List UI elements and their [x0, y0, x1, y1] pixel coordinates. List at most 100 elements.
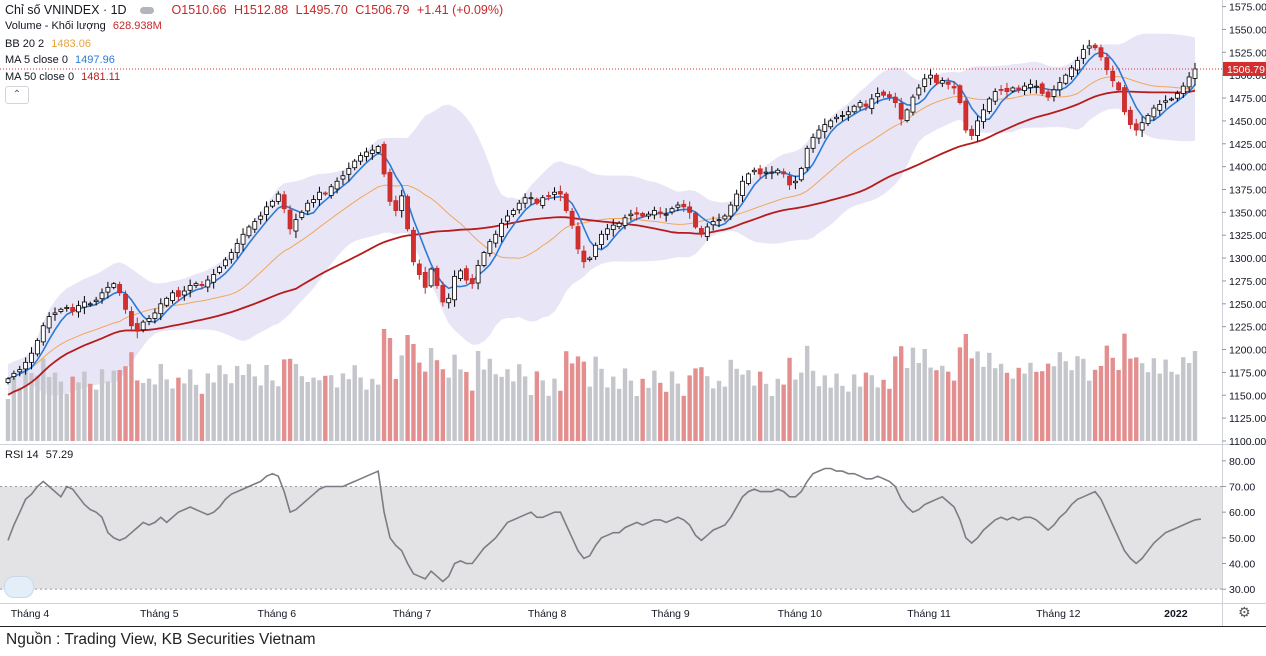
candle-body [117, 284, 123, 294]
volume-bar [1192, 350, 1198, 441]
candle-body [563, 193, 569, 211]
rsi-axis-label: 80.00 [1229, 456, 1255, 468]
gear-icon[interactable]: ⚙ [1238, 604, 1251, 620]
volume-bar [851, 374, 857, 441]
price-axis-label: 1100.00 [1229, 436, 1266, 448]
candle-body [387, 172, 393, 202]
candle-body [5, 378, 11, 383]
time-axis-label: 2022 [1164, 608, 1188, 620]
candle-body [1127, 109, 1133, 125]
volume-bar [522, 376, 528, 441]
candle-body [105, 286, 111, 293]
candle-body [246, 226, 252, 237]
legend-open: O1510.66 [171, 3, 227, 17]
candle-body [863, 103, 869, 107]
volume-bar [252, 376, 258, 441]
volume-bar [1051, 366, 1057, 441]
volume-bar [804, 345, 810, 441]
candle-body [205, 279, 211, 288]
candle-body [510, 210, 516, 215]
candle-body [604, 228, 610, 235]
volume-bar [29, 373, 34, 441]
candle-body [158, 303, 164, 315]
volume-bar [1122, 333, 1127, 441]
candle-body [828, 120, 834, 128]
candle-body [646, 213, 651, 217]
volume-bar [699, 367, 704, 441]
volume-bar [417, 362, 422, 441]
candle-body [528, 197, 534, 200]
volume-bar [387, 338, 393, 441]
rsi-band [0, 486, 1222, 590]
candle-body [293, 219, 299, 232]
volume-bar [669, 371, 675, 441]
volume-bar [464, 372, 469, 441]
volume-bar [52, 372, 58, 441]
volume-bar [323, 375, 328, 441]
volume-bar [517, 364, 522, 441]
candle-body [640, 213, 646, 217]
eye-icon[interactable] [140, 7, 155, 15]
volume-bar [869, 375, 875, 441]
volume-bar [182, 383, 187, 441]
candle-body [1063, 74, 1069, 84]
volume-bar [99, 369, 105, 441]
volume-bar [152, 384, 158, 441]
volume-bar [1028, 362, 1033, 441]
volume-bar [998, 363, 1004, 441]
candle-body [822, 124, 828, 132]
volume-bar [481, 369, 487, 441]
volume-bar [358, 377, 363, 441]
volume-bar [381, 329, 387, 441]
volume-bar [1092, 369, 1098, 441]
candle-body [287, 209, 293, 230]
candle-body [975, 120, 980, 136]
volume-bar [311, 377, 316, 441]
volume-bar [393, 379, 399, 441]
candle-body [651, 210, 657, 216]
volume-bar [1128, 358, 1133, 441]
volume-bar [593, 356, 598, 441]
candle-body [416, 263, 422, 275]
volume-bar [176, 377, 181, 441]
candle-body [264, 206, 269, 215]
candle-body [1086, 45, 1092, 49]
candle-body [275, 193, 281, 202]
price-axis-label: 1125.00 [1229, 413, 1266, 425]
candle-body [887, 94, 892, 98]
candle-body [399, 195, 405, 211]
volume-bar [658, 382, 663, 441]
volume-bar [1010, 378, 1016, 441]
candle-body [1016, 87, 1022, 91]
price-axis-label: 1450.00 [1229, 116, 1266, 128]
candle-body [628, 213, 634, 217]
volume-bar [276, 386, 281, 441]
price-axis-label: 1575.00 [1229, 2, 1266, 14]
volume-bar [546, 395, 551, 441]
rsi-value: 57.29 [45, 449, 74, 461]
volume-bar [411, 344, 416, 441]
legend-volume-value: 628.938M [112, 20, 162, 32]
candle-body [493, 233, 499, 244]
candle-body [1080, 49, 1086, 59]
candle-body [581, 250, 587, 263]
candle-body [522, 197, 528, 204]
volume-bar [58, 381, 64, 441]
candle-body [1145, 115, 1151, 124]
volume-bar [611, 376, 616, 441]
rsi-axis-label: 40.00 [1229, 559, 1255, 571]
volume-bar [199, 393, 205, 441]
candle-body [698, 228, 704, 235]
candle-body [763, 171, 769, 174]
candle-body [934, 74, 939, 83]
volume-bar [857, 386, 863, 441]
volume-bar [1157, 373, 1162, 441]
volume-bar [229, 383, 234, 441]
price-chart[interactable]: 1100.00 1125.00 1150.00 1175.00 1200.00 1225.… [0, 0, 1266, 626]
candle-body [375, 146, 381, 153]
candle-body [928, 74, 933, 79]
collapse-legend-button[interactable]: ⌃ [5, 86, 29, 104]
time-axis-label: Tháng 9 [651, 608, 690, 620]
candle-body [463, 268, 469, 281]
candle-body [475, 264, 481, 284]
